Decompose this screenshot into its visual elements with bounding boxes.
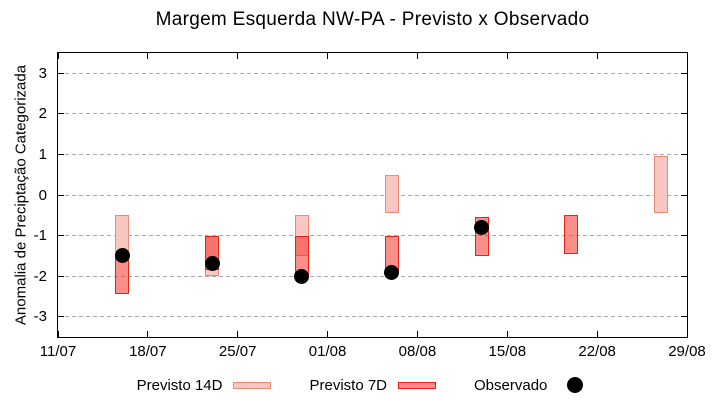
x-tick-label: 25/07: [218, 343, 257, 360]
gridline-y-1: [58, 235, 687, 237]
y-tick: [58, 316, 64, 318]
gridline-y3: [58, 72, 687, 74]
x-tick-mirror: [596, 53, 598, 59]
x-tick-mirror: [686, 53, 688, 59]
y-tick-mirror: [681, 113, 687, 115]
x-tick: [147, 331, 149, 337]
y-tick-label: 0: [38, 186, 47, 204]
previsto-7d-bar-20-08: [564, 215, 579, 254]
observado-marker-icon: [567, 377, 584, 393]
x-tick: [596, 331, 598, 337]
x-tick: [506, 331, 508, 337]
x-tick: [57, 331, 59, 337]
gridline-y-2: [58, 275, 687, 277]
x-tick-label: 22/08: [578, 343, 616, 360]
observado-dot-30-07: [294, 268, 310, 284]
x-tick-mirror: [506, 53, 508, 59]
legend-label-previsto-7d: Previsto 7D: [309, 376, 388, 394]
y-tick-mirror: [681, 235, 687, 237]
x-tick-mirror: [237, 53, 239, 59]
previsto-7d-swatch-icon: [398, 381, 437, 389]
gridline-y-3: [58, 316, 687, 318]
y-tick-mirror: [681, 275, 687, 277]
legend-item-observado: Observado: [474, 376, 584, 394]
x-tick-mirror: [57, 53, 59, 59]
legend-item-previsto-14d: Previsto 14D: [137, 377, 272, 394]
y-tick: [58, 153, 64, 155]
y-tick-label: -3: [33, 308, 47, 326]
y-tick: [58, 113, 64, 115]
y-tick: [58, 235, 64, 237]
x-tick-label: 11/07: [39, 343, 77, 360]
previsto-14d-bar-06-08: [384, 174, 399, 214]
x-tick-label: 18/07: [129, 343, 167, 360]
y-tick: [58, 194, 64, 196]
legend: Previsto 14D Previsto 7D Observado: [0, 372, 720, 398]
x-tick-label: 29/08: [668, 343, 706, 360]
y-tick-mirror: [681, 194, 687, 196]
legend-label-previsto-14d: Previsto 14D: [136, 376, 223, 394]
x-tick-mirror: [147, 53, 149, 59]
y-tick-mirror: [681, 316, 687, 318]
x-tick: [237, 331, 239, 337]
y-tick-label: -2: [33, 267, 47, 285]
gridline-y0: [58, 194, 687, 196]
x-tick-label: 01/08: [308, 343, 347, 360]
y-tick-mirror: [681, 153, 687, 155]
previsto-14d-swatch-icon: [233, 381, 272, 389]
observado-dot-23-07: [204, 256, 220, 272]
x-tick-label: 15/08: [488, 343, 527, 360]
previsto-14d-bar-27-08: [654, 156, 669, 214]
x-tick: [327, 331, 329, 337]
legend-label-observado: Observado: [474, 376, 548, 394]
observado-dot-13-08: [474, 219, 490, 235]
y-tick: [58, 72, 64, 74]
chart-title: Margem Esquerda NW-PA - Previsto x Obser…: [155, 9, 590, 30]
x-tick-label: 08/08: [398, 343, 437, 360]
plot-area: [57, 52, 688, 338]
gridline-y2: [58, 113, 687, 115]
x-tick-mirror: [327, 53, 329, 59]
y-tick-mirror: [681, 72, 687, 74]
y-tick-label: 3: [38, 64, 47, 82]
legend-item-previsto-7d: Previsto 7D: [309, 376, 437, 394]
observado-dot-16-07: [114, 248, 130, 264]
y-tick-label: -1: [33, 227, 47, 245]
y-tick: [58, 275, 64, 277]
x-tick-mirror: [416, 53, 418, 59]
y-tick-label: 1: [38, 145, 47, 163]
gridline-y1: [58, 153, 687, 155]
x-tick: [686, 331, 688, 337]
y-tick-label: 2: [38, 105, 47, 123]
observado-dot-06-08: [384, 264, 400, 280]
x-tick: [416, 331, 418, 337]
